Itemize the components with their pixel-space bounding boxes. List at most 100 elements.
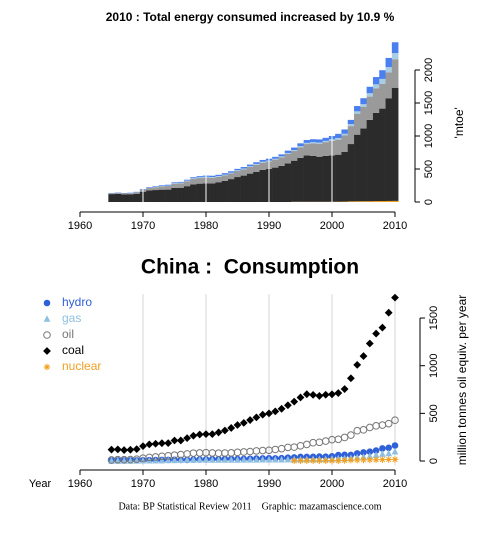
x-tick-label: 2000 <box>320 478 344 490</box>
point <box>297 457 304 465</box>
area-step <box>278 154 286 157</box>
area-step <box>303 144 311 156</box>
point <box>271 445 280 454</box>
y-tick-label: 0 <box>428 458 440 464</box>
point <box>278 455 285 463</box>
area-step <box>228 171 235 173</box>
point <box>366 452 374 459</box>
area-step <box>335 133 342 138</box>
point <box>221 456 229 463</box>
y-tick-label: 1000 <box>428 353 440 377</box>
area-step <box>259 169 267 202</box>
point <box>208 430 217 439</box>
area-step <box>322 155 330 202</box>
area-step <box>221 173 229 175</box>
point <box>309 457 317 465</box>
area-step <box>291 160 298 202</box>
point <box>221 449 229 457</box>
area-step <box>366 96 374 120</box>
area-step <box>278 156 286 158</box>
point <box>246 447 254 456</box>
point <box>347 456 355 464</box>
point <box>316 457 323 465</box>
area-step <box>372 112 380 202</box>
y-axis-label: 'mtoe' <box>452 107 466 138</box>
y-tick-label: 500 <box>423 160 435 178</box>
point <box>246 416 254 424</box>
point <box>347 374 355 383</box>
point <box>132 445 141 454</box>
area-step <box>234 177 241 202</box>
area-step <box>372 77 380 85</box>
chart-title: 2010 : Total energy consumed increased b… <box>106 10 395 24</box>
point <box>151 439 160 448</box>
area-step <box>215 182 223 202</box>
area-step <box>354 106 361 112</box>
point <box>177 456 185 463</box>
area-step <box>316 143 323 157</box>
point <box>126 445 135 454</box>
area-step <box>120 193 128 195</box>
x-tick-label: 1970 <box>131 478 155 490</box>
area-step <box>366 86 374 94</box>
area-step <box>221 175 229 181</box>
point <box>284 455 292 463</box>
area-step <box>385 200 393 202</box>
area-step <box>303 155 311 202</box>
x-tick-label: 1990 <box>257 478 281 490</box>
point <box>202 430 210 439</box>
area-step <box>297 143 304 147</box>
point <box>359 352 368 360</box>
point <box>284 401 292 410</box>
area-step <box>259 159 267 162</box>
point <box>272 455 279 463</box>
area-step <box>253 171 260 202</box>
point <box>139 456 147 464</box>
x-tick-label: 1970 <box>131 220 155 232</box>
area-step <box>272 156 279 159</box>
point <box>366 456 374 464</box>
area-step <box>240 169 248 176</box>
area-step <box>165 184 172 186</box>
area-step <box>366 201 374 202</box>
point <box>321 437 330 445</box>
area-step <box>240 167 248 169</box>
point <box>379 456 386 463</box>
area-step <box>379 70 386 79</box>
point <box>365 339 374 348</box>
point <box>277 404 286 413</box>
area-step <box>171 182 178 184</box>
point <box>385 456 392 463</box>
point <box>221 426 229 435</box>
point <box>215 456 222 463</box>
area-step <box>291 147 298 151</box>
point <box>189 431 198 440</box>
area-step <box>335 154 342 202</box>
area-step <box>385 98 393 201</box>
point <box>391 442 399 449</box>
point <box>290 397 299 406</box>
area-step <box>228 179 235 202</box>
point <box>391 416 399 425</box>
point <box>214 449 223 458</box>
area-step <box>253 162 260 164</box>
point <box>227 456 235 463</box>
area-step <box>379 108 386 202</box>
point <box>164 439 173 448</box>
point <box>202 455 210 463</box>
area-step <box>354 134 361 202</box>
point <box>171 456 178 464</box>
area-step <box>341 151 349 202</box>
legend-label: hydro <box>62 295 92 309</box>
point <box>372 422 380 430</box>
area-step <box>379 83 386 109</box>
area-step <box>354 201 361 202</box>
point <box>391 293 399 302</box>
point <box>359 426 368 434</box>
area-step <box>183 179 191 181</box>
point <box>303 457 311 465</box>
area-step <box>322 140 330 143</box>
area-step <box>133 193 141 202</box>
point <box>290 443 299 451</box>
area-step <box>165 185 172 190</box>
